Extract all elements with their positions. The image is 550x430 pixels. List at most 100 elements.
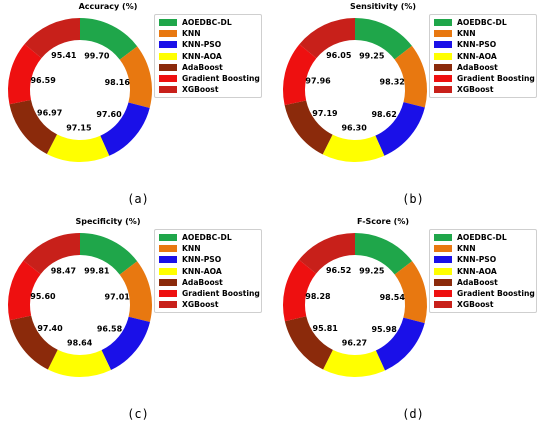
legend-item-gradient-boosting: Gradient Boosting — [159, 288, 260, 299]
slice-xgboost — [23, 233, 80, 275]
slice-knn-pso — [375, 317, 425, 371]
f-score-chart: F-Score (%) 99.25 98.54 95.98 96.27 95.81 98.… — [275, 215, 550, 430]
value-label-knn-aoa: 96.30 — [341, 123, 367, 132]
legend-swatch — [434, 63, 452, 71]
legend-item-aoedbc-dl: AOEDBC-DL — [434, 17, 533, 28]
legend-item-xgboost: XGBoost — [159, 84, 258, 95]
slice-aoedbc-dl — [80, 18, 138, 60]
legend-swatch — [159, 41, 177, 49]
chart-legend: AOEDBC-DL KNN KNN-PSO KNN-AOA AdaBoost Gradie… — [154, 229, 262, 314]
slice-aoedbc-dl — [355, 18, 412, 60]
legend-label: KNN-AOA — [457, 266, 497, 276]
legend-item-gradient-boosting: Gradient Boosting — [434, 73, 535, 84]
value-label-knn: 98.54 — [380, 293, 406, 302]
legend-label: KNN-AOA — [457, 51, 497, 61]
legend-item-adaboost: AdaBoost — [159, 277, 258, 288]
accuracy-chart: Accuracy (%) 99.70 98.16 97.60 97.15 96.97 96… — [0, 0, 275, 215]
legend-swatch — [434, 19, 452, 27]
value-label-adaboost: 97.19 — [312, 109, 338, 118]
legend-label: XGBoost — [457, 85, 494, 95]
value-label-aoedbc-dl: 99.25 — [359, 51, 385, 60]
slice-knn-aoa — [322, 134, 385, 162]
legend-label: KNN-PSO — [182, 40, 222, 50]
panel-label: (c) — [127, 407, 149, 421]
value-label-knn-aoa: 98.64 — [67, 338, 93, 347]
value-label-adaboost: 96.97 — [37, 108, 62, 117]
value-label-knn-pso: 97.60 — [96, 110, 122, 119]
legend-label: AOEDBC-DL — [182, 233, 232, 243]
legend-swatch — [159, 301, 177, 309]
legend-swatch — [159, 267, 177, 275]
value-label-knn-aoa: 96.27 — [342, 338, 367, 347]
legend-item-gradient-boosting: Gradient Boosting — [434, 288, 535, 299]
slice-knn — [394, 261, 427, 324]
slice-knn-aoa — [47, 349, 111, 377]
value-label-aoedbc-dl: 99.81 — [84, 266, 110, 275]
legend-label: KNN-PSO — [457, 40, 497, 50]
legend-item-adaboost: AdaBoost — [434, 277, 533, 288]
slice-gradient-boosting — [283, 259, 317, 322]
slice-xgboost — [299, 233, 355, 274]
value-label-xgboost: 96.05 — [326, 51, 352, 60]
legend-item-xgboost: XGBoost — [434, 84, 533, 95]
legend-item-knn-aoa: KNN-AOA — [159, 51, 258, 62]
legend-swatch — [434, 267, 452, 275]
chart-legend: AOEDBC-DL KNN KNN-PSO KNN-AOA AdaBoost Gradie… — [429, 229, 537, 314]
slice-knn-pso — [375, 102, 425, 156]
legend-swatch — [159, 19, 177, 27]
panel-label: (d) — [402, 407, 424, 421]
legend-label: KNN — [457, 29, 476, 39]
legend-label: AOEDBC-DL — [457, 18, 507, 28]
legend-label: AdaBoost — [457, 277, 498, 287]
value-label-gradient-boosting: 96.59 — [30, 76, 56, 85]
value-label-xgboost: 95.41 — [51, 51, 77, 60]
legend-label: AOEDBC-DL — [182, 18, 232, 28]
legend-label: KNN — [182, 244, 201, 254]
legend-swatch — [434, 30, 452, 38]
slice-knn-pso — [100, 102, 150, 156]
legend-item-knn-aoa: KNN-AOA — [434, 51, 533, 62]
legend-swatch — [434, 52, 452, 60]
chart-title: Sensitivity (%) — [349, 2, 417, 11]
legend-swatch — [434, 86, 452, 94]
legend-label: AdaBoost — [182, 62, 223, 72]
value-label-knn-pso: 95.98 — [371, 325, 397, 334]
chart-title: Specificity (%) — [75, 217, 141, 226]
legend-item-knn-pso: KNN-PSO — [434, 254, 533, 265]
legend-item-aoedbc-dl: AOEDBC-DL — [159, 232, 258, 243]
slice-adaboost — [9, 99, 58, 154]
slice-knn — [394, 45, 427, 108]
slice-knn — [119, 261, 152, 323]
slice-aoedbc-dl — [80, 233, 138, 275]
legend-item-gradient-boosting: Gradient Boosting — [159, 73, 260, 84]
slice-knn-pso — [101, 316, 150, 371]
legend-swatch — [434, 256, 452, 264]
legend-label: AOEDBC-DL — [457, 233, 507, 243]
legend-item-aoedbc-dl: AOEDBC-DL — [434, 232, 533, 243]
value-label-knn: 98.32 — [380, 78, 405, 87]
slice-gradient-boosting — [7, 260, 41, 321]
legend-item-knn-pso: KNN-PSO — [159, 39, 258, 50]
value-label-xgboost: 96.52 — [326, 266, 351, 275]
legend-label: KNN-PSO — [182, 255, 222, 265]
legend-item-aoedbc-dl: AOEDBC-DL — [159, 17, 258, 28]
slice-gradient-boosting — [283, 44, 317, 106]
value-label-knn: 98.16 — [105, 78, 131, 87]
slice-gradient-boosting — [8, 44, 42, 105]
value-label-gradient-boosting: 95.60 — [30, 292, 56, 301]
specificity-chart: Specificity (%) 99.81 97.01 96.58 98.64 97.4… — [0, 215, 275, 430]
legend-label: KNN-AOA — [182, 51, 222, 61]
legend-swatch — [434, 234, 452, 242]
legend-label: XGBoost — [457, 300, 494, 310]
legend-swatch — [159, 52, 177, 60]
legend-label: KNN-AOA — [182, 266, 222, 276]
legend-item-xgboost: XGBoost — [159, 299, 258, 310]
slice-knn — [119, 46, 152, 109]
legend-label: KNN — [182, 29, 201, 39]
legend-swatch — [434, 245, 452, 253]
legend-swatch — [159, 290, 177, 298]
legend-item-knn: KNN — [159, 28, 258, 39]
legend-item-xgboost: XGBoost — [434, 299, 533, 310]
legend-swatch — [159, 256, 177, 264]
slice-adaboost — [284, 316, 333, 370]
